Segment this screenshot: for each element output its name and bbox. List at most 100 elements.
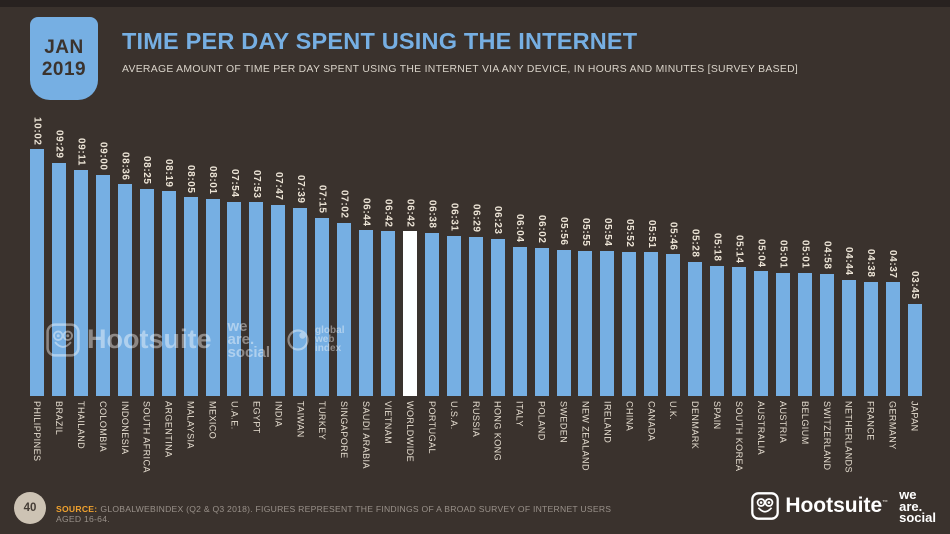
date-badge: JAN 2019 [30,17,98,100]
chart-column: 06:29 RUSSIA [468,110,483,482]
category-label: MALAYSIA [185,401,196,449]
category-label: FRANCE [865,401,876,441]
bar [841,279,856,396]
chart-column: 04:37 GERMANY [885,110,900,482]
chart-column: 06:44 SAUDI ARABIA [359,110,374,482]
chart-column: 07:15 TURKEY [315,110,330,482]
bar [490,239,505,396]
bar [161,191,176,396]
bar-value-label: 04:44 [843,247,855,276]
chart-column: 05:55 NEW ZEALAND [578,110,593,482]
bar-value-label: 07:54 [228,169,240,198]
bar [117,184,132,396]
bar [293,207,308,396]
bar [819,273,834,396]
bar-value-label: 06:44 [360,197,372,227]
chart-column: 05:51 CANADA [644,110,659,482]
bar-value-label: 08:19 [163,158,175,188]
bar-value-label: 10:02 [31,116,43,146]
category-label: SOUTH KOREA [734,401,744,472]
category-label: SPAIN [712,401,723,430]
chart-column: 08:36 INDONESIA [117,110,132,482]
was-line: are. [899,498,923,514]
chart-column: 07:54 U.A.E. [227,110,242,482]
bar [556,250,571,396]
bar [622,251,637,396]
category-label: U.S.A. [448,401,459,430]
category-label: GERMANY [887,401,898,450]
category-label: PORTUGAL [426,401,437,454]
bar-value-label: 05:28 [689,228,701,258]
chart-column: 05:18 SPAIN [710,110,725,482]
category-label: PHILIPPINES [32,401,42,462]
bar [578,250,593,396]
bar-chart: 10:02 PHILIPPINES 09:29 BRAZIL 09:11 THAILAND… [30,110,922,482]
bar [600,250,615,396]
category-label: JAPAN [909,401,920,432]
bar-value-label: 09:00 [97,142,109,171]
chart-column: 05:52 CHINA [622,110,637,482]
bar [183,197,198,396]
bar [688,261,703,396]
bar [732,267,746,396]
chart-column: 10:02 PHILIPPINES [30,110,44,482]
category-label: COLOMBIA [97,401,108,453]
category-label: SOUTH AFRICA [141,401,152,473]
chart-column: 07:47 INDIA [271,110,286,482]
category-label: MEXICO [207,401,218,440]
bar-value-label: 07:15 [316,185,328,214]
chart-column: 06:31 U.S.A. [446,110,461,482]
source-label: SOURCE: [56,504,98,514]
chart-column: 09:11 THAILAND [73,110,88,482]
hootsuite-logo: Hootsuite™ [751,492,889,521]
bar [315,217,330,396]
category-label: HONG KONG [492,401,503,462]
bar [205,198,220,396]
bar-value-label: 07:02 [338,190,350,219]
bar-value-label: 05:51 [645,219,657,249]
bar-value-label: 06:04 [514,214,526,243]
trademark-symbol: ™ [882,500,889,507]
bar [644,252,659,396]
category-label: SAUDI ARABIA [361,401,372,469]
bar-value-label: 05:54 [601,218,613,247]
category-label: U.A.E. [229,401,240,430]
chart-column: 04:58 SWITZERLAND [819,110,834,482]
chart-column: 04:38 FRANCE [863,110,878,482]
was-line: we [899,487,917,502]
category-label: BRAZIL [53,401,64,436]
chart-column: 05:54 IRELAND [600,110,615,482]
bar [446,235,461,396]
chart-column: 03:45 JAPAN [907,110,922,482]
bar-value-label: 07:47 [272,171,284,201]
chart-column: 05:56 SWEDEN [556,110,571,482]
category-label: SWEDEN [558,401,569,444]
category-label: WORLDWIDE [404,401,415,463]
bar-value-label: 04:38 [865,249,877,278]
category-label: ITALY [514,401,525,427]
bar-value-label: 03:45 [909,271,920,300]
category-label: SWITZERLAND [821,401,832,471]
category-label: AUSTRIA [777,401,788,444]
bar [666,254,681,396]
hootsuite-owl-icon [751,492,780,521]
category-label: INDONESIA [119,401,130,455]
chart-column: 08:19 ARGENTINA [161,110,176,482]
bar-value-label: 09:11 [75,138,87,167]
category-label: INDIA [273,401,284,428]
page-title: TIME PER DAY SPENT USING THE INTERNET [122,28,638,54]
bar [907,303,922,396]
top-border-strip [0,0,950,7]
chart-column: 07:02 SINGAPORE [337,110,352,482]
bar [73,170,88,396]
bar [534,247,549,396]
source-note: SOURCE: GLOBALWEBINDEX (Q2 & Q3 2018). FI… [56,504,616,524]
category-label: TURKEY [317,401,328,441]
chart-column: 07:53 EGYPT [249,110,264,482]
chart-column: 04:44 NETHERLANDS [841,110,856,482]
slide-number-badge: 40 [14,492,46,524]
bar-value-label: 05:18 [711,233,723,262]
header: TIME PER DAY SPENT USING THE INTERNET AV… [122,28,798,75]
chart-column: 07:39 TAIWAN [293,110,308,482]
bar-value-label: 05:56 [558,217,569,246]
